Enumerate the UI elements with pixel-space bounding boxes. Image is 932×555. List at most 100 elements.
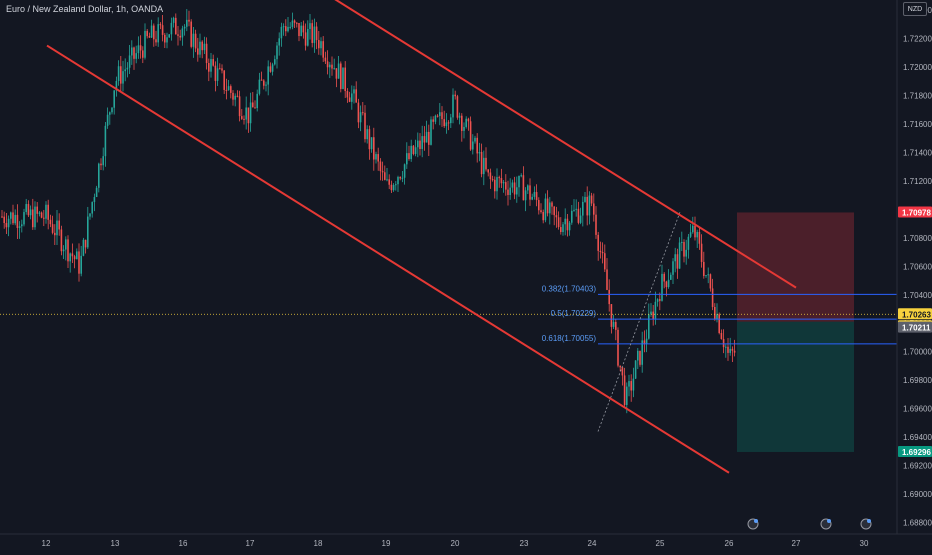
candle-body bbox=[159, 24, 162, 26]
candle-body bbox=[199, 41, 201, 55]
candle-body bbox=[186, 19, 188, 27]
fib-level-label: 0.382(1.70403) bbox=[542, 284, 597, 293]
candle-body bbox=[729, 348, 731, 353]
candle-body bbox=[388, 179, 390, 185]
candle-body bbox=[10, 212, 12, 219]
candle-body bbox=[709, 274, 712, 289]
candle-body bbox=[320, 41, 322, 49]
candle-body bbox=[333, 68, 335, 70]
candle-body bbox=[494, 179, 496, 192]
candle-body bbox=[670, 274, 672, 280]
candle-body bbox=[502, 182, 505, 184]
candle-body bbox=[406, 153, 408, 165]
candle-body bbox=[474, 137, 476, 142]
candle-body bbox=[21, 224, 23, 227]
candle-body bbox=[399, 176, 401, 179]
candle-body bbox=[617, 329, 619, 366]
candle-body bbox=[38, 212, 41, 214]
candle-body bbox=[593, 203, 595, 215]
candle-body bbox=[529, 185, 531, 200]
candle-body bbox=[192, 33, 195, 47]
candle-body bbox=[579, 215, 582, 223]
candle-body bbox=[25, 204, 27, 213]
candle-body bbox=[27, 204, 30, 216]
candle-body bbox=[549, 202, 551, 214]
candle-body bbox=[731, 348, 734, 351]
candle-body bbox=[498, 177, 500, 179]
price-tick-label: 1.69800 bbox=[903, 376, 932, 385]
candle-body bbox=[637, 350, 639, 361]
candle-body bbox=[648, 314, 650, 339]
candle-body bbox=[507, 189, 509, 195]
candle-body bbox=[271, 64, 274, 72]
candle-body bbox=[722, 338, 725, 348]
candle-body bbox=[601, 252, 604, 254]
candle-body bbox=[282, 26, 285, 28]
time-tick-label: 20 bbox=[451, 539, 460, 548]
candle-body bbox=[500, 178, 503, 184]
candle-body bbox=[390, 184, 393, 191]
candle-body bbox=[1, 216, 3, 218]
candle-body bbox=[606, 269, 608, 290]
fib-anchor-line bbox=[597, 212, 681, 432]
candle-body bbox=[194, 33, 197, 49]
candle-body bbox=[359, 112, 362, 123]
candle-body bbox=[161, 25, 164, 35]
candle-body bbox=[452, 94, 454, 118]
candle-body bbox=[157, 24, 159, 43]
candle-body bbox=[544, 198, 547, 221]
candle-body bbox=[645, 338, 648, 344]
candle-body bbox=[175, 17, 177, 35]
candle-body bbox=[597, 234, 599, 251]
candle-body bbox=[254, 107, 256, 109]
candle-body bbox=[707, 274, 709, 276]
candle-body bbox=[122, 71, 124, 84]
candle-body bbox=[329, 64, 331, 68]
candle-body bbox=[296, 22, 298, 24]
candle-body bbox=[496, 177, 498, 192]
candle-body bbox=[82, 239, 85, 256]
calendar-event-icon[interactable] bbox=[747, 518, 759, 530]
candle-body bbox=[102, 156, 104, 166]
time-tick-label: 16 bbox=[179, 539, 188, 548]
calendar-event-icon[interactable] bbox=[860, 518, 872, 530]
calendar-event-icon[interactable] bbox=[820, 518, 832, 530]
candle-body bbox=[595, 214, 597, 235]
candle-body bbox=[216, 68, 219, 81]
candle-body bbox=[148, 36, 151, 38]
candle-body bbox=[395, 184, 397, 186]
candle-body bbox=[331, 64, 333, 69]
candle-body bbox=[45, 204, 47, 219]
candle-body bbox=[694, 225, 696, 238]
candle-body bbox=[685, 249, 687, 257]
time-tick-label: 30 bbox=[860, 539, 869, 548]
candle-body bbox=[258, 79, 261, 94]
symbol-legend[interactable]: Euro / New Zealand Dollar, 1h, OANDA bbox=[6, 4, 164, 14]
candle-body bbox=[630, 381, 632, 391]
candle-body bbox=[155, 39, 157, 43]
candle-body bbox=[115, 80, 118, 91]
candle-body bbox=[667, 279, 670, 288]
currency-unit-button[interactable]: NZD bbox=[903, 2, 927, 16]
candle-body bbox=[703, 261, 705, 276]
candle-body bbox=[590, 195, 593, 204]
time-tick-label: 13 bbox=[111, 539, 120, 548]
candle-body bbox=[144, 30, 146, 58]
candle-body bbox=[733, 350, 736, 353]
candle-body bbox=[582, 201, 584, 216]
candle-body bbox=[520, 175, 522, 177]
candle-body bbox=[197, 48, 199, 55]
candle-body bbox=[626, 386, 628, 405]
candle-body bbox=[362, 112, 364, 114]
candle-body bbox=[725, 346, 727, 348]
candle-body bbox=[546, 198, 549, 214]
candle-body bbox=[377, 154, 379, 162]
candle-body bbox=[89, 213, 91, 217]
candle-body bbox=[36, 206, 38, 214]
candle-body bbox=[243, 118, 245, 120]
candle-body bbox=[346, 91, 349, 98]
candle-body bbox=[340, 63, 342, 89]
candle-body bbox=[373, 137, 375, 160]
